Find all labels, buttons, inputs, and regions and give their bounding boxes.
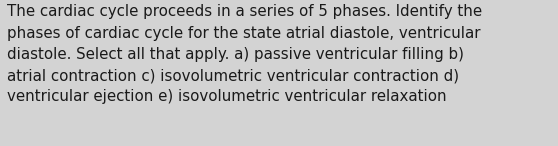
Text: The cardiac cycle proceeds in a series of 5 phases. Identify the
phases of cardi: The cardiac cycle proceeds in a series o… <box>7 4 482 104</box>
